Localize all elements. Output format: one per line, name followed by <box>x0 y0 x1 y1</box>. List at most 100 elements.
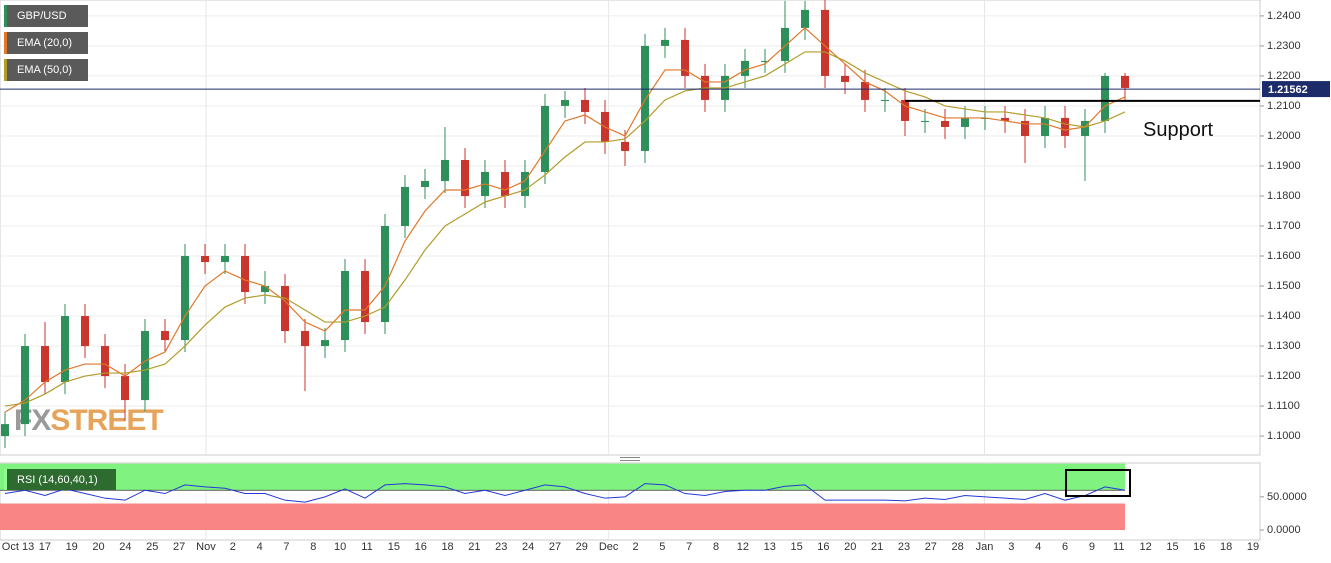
x-tick-label: 25 <box>146 541 158 553</box>
candle-body <box>401 186 409 226</box>
candle-body <box>681 39 689 76</box>
x-tick-label: 3 <box>1008 541 1014 553</box>
legend-label: EMA (50,0) <box>17 64 72 76</box>
legend-box <box>4 32 88 54</box>
y-tick-label: 1.1500 <box>1267 280 1301 292</box>
candle-body <box>361 271 369 323</box>
candle-body <box>121 376 129 401</box>
candle-body <box>201 256 209 263</box>
y-tick-label: 1.1600 <box>1267 250 1301 262</box>
legend-label: GBP/USD <box>17 10 67 22</box>
watermark-fx: FX <box>14 404 51 437</box>
candle-body <box>1061 117 1069 136</box>
candle-body <box>1001 117 1009 121</box>
candle-body <box>541 105 549 172</box>
y-tick-label: 1.2000 <box>1267 130 1301 142</box>
candle-body <box>41 346 49 383</box>
x-tick-label: 4 <box>1035 541 1041 553</box>
x-tick-label: 19 <box>1247 541 1259 553</box>
x-tick-label: 15 <box>388 541 400 553</box>
candle-body <box>661 39 669 46</box>
x-tick-label: 16 <box>415 541 427 553</box>
candle-body <box>561 99 569 106</box>
x-tick-label: 23 <box>495 541 507 553</box>
x-tick-label: 24 <box>119 541 131 553</box>
watermark-street: STREET <box>50 404 163 437</box>
legend-label: RSI (14,60,40,1) <box>17 474 98 486</box>
candle-body <box>441 159 449 181</box>
x-tick-label: 9 <box>1089 541 1095 553</box>
x-tick-label: 28 <box>952 541 964 553</box>
candle-body <box>821 9 829 76</box>
y-tick-label: 50.0000 <box>1267 491 1307 503</box>
x-tick-label: 11 <box>1113 541 1124 553</box>
price-tag-label: 1.21562 <box>1268 84 1308 96</box>
oversold-zone <box>0 503 1125 531</box>
y-tick-label: 0.0000 <box>1267 524 1301 536</box>
legend-label: EMA (20,0) <box>17 37 72 49</box>
candle-body <box>241 256 249 293</box>
candle-body <box>841 75 849 82</box>
x-tick-label: 27 <box>925 541 937 553</box>
legend-box <box>4 5 88 27</box>
candle-body <box>181 256 189 341</box>
x-tick-label: 18 <box>1220 541 1232 553</box>
x-tick-label: 13 <box>764 541 776 553</box>
candle-body <box>81 316 89 347</box>
candle-body <box>421 180 429 187</box>
x-tick-label: 16 <box>817 541 829 553</box>
x-tick-label: 20 <box>844 541 856 553</box>
candle-body <box>1121 75 1129 88</box>
y-tick-label: 1.1900 <box>1267 160 1301 172</box>
y-tick-label: 1.1100 <box>1267 400 1300 412</box>
x-tick-label: 6 <box>1062 541 1068 553</box>
y-tick-label: 1.1800 <box>1267 190 1301 202</box>
candle-body <box>1041 117 1049 136</box>
x-tick-label: 4 <box>257 541 263 553</box>
candle-body <box>961 117 969 127</box>
candle-body <box>861 81 869 100</box>
candle-body <box>381 225 389 323</box>
candle-body <box>461 159 469 196</box>
y-tick-label: 1.2400 <box>1267 10 1301 22</box>
candle-body <box>901 99 909 121</box>
legend-swatch <box>4 469 7 490</box>
candle-body <box>261 286 269 293</box>
candle-body <box>501 171 509 196</box>
x-tick-label: 19 <box>66 541 78 553</box>
candle-body <box>301 331 309 347</box>
y-tick-label: 1.1700 <box>1267 220 1301 232</box>
candle-body <box>581 99 589 112</box>
candle-body <box>161 331 169 341</box>
x-tick-label: Oct 13 <box>2 541 34 553</box>
candle-body <box>1101 75 1109 121</box>
support-label: Support <box>1143 119 1213 141</box>
x-tick-label: 24 <box>522 541 534 553</box>
candle-body <box>941 120 949 127</box>
x-tick-label: 8 <box>713 541 719 553</box>
x-tick-label: 17 <box>39 541 51 553</box>
y-tick-label: 1.2200 <box>1267 70 1301 82</box>
candle-body <box>1 424 9 437</box>
x-tick-label: 27 <box>173 541 185 553</box>
candle-body <box>801 9 809 28</box>
candle-body <box>881 99 889 101</box>
x-tick-label: 20 <box>92 541 104 553</box>
candle-body <box>61 316 69 383</box>
y-tick-label: 1.1200 <box>1267 370 1301 382</box>
x-tick-label: 27 <box>549 541 561 553</box>
x-tick-label: 18 <box>441 541 453 553</box>
overbought-zone <box>0 463 1125 491</box>
candle-body <box>281 286 289 332</box>
candle-body <box>1021 120 1029 136</box>
candle-body <box>21 346 29 425</box>
legend-swatch <box>4 32 7 54</box>
candle-body <box>781 27 789 61</box>
watermark: FXSTREET <box>14 404 163 437</box>
x-tick-label: 7 <box>283 541 289 553</box>
x-tick-label: Nov <box>196 541 216 553</box>
x-tick-label: Dec <box>599 541 619 553</box>
x-tick-label: 12 <box>737 541 749 553</box>
y-tick-label: 1.1000 <box>1267 430 1301 442</box>
candle-body <box>641 45 649 151</box>
